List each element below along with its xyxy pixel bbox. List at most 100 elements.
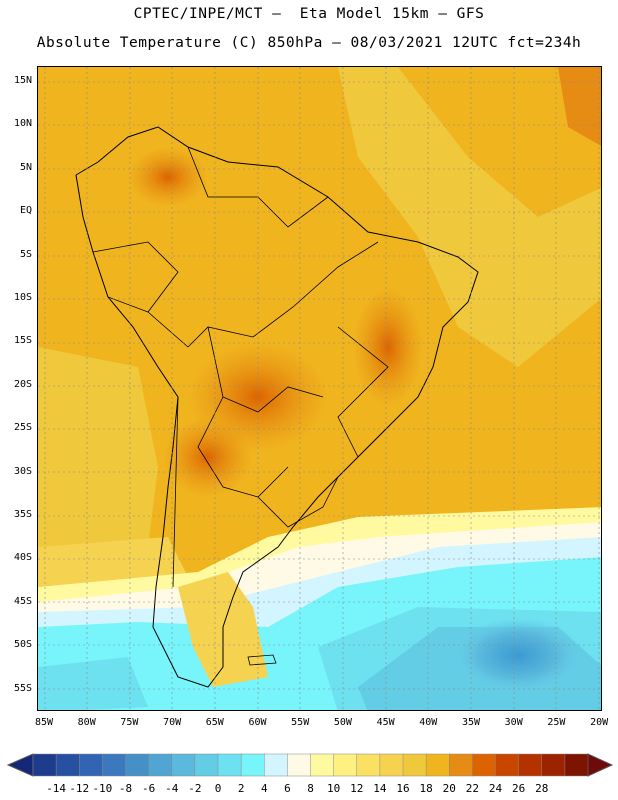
lon-label: 75W (120, 717, 139, 728)
legend-swatch (171, 753, 196, 777)
hot-core-4 (128, 147, 208, 207)
legend-swatch (472, 753, 497, 777)
lon-label: 20W (590, 717, 609, 728)
lat-label: 50S (13, 639, 32, 651)
south-america-outline (75, 126, 479, 688)
legend-swatch (194, 753, 219, 777)
legend-swatch (217, 753, 242, 777)
legend-tick-label: 22 (465, 782, 479, 795)
legend-tick-label: 6 (284, 782, 291, 795)
legend-tick-label: 16 (396, 782, 410, 795)
border-andes (172, 396, 179, 588)
lat-label: 30S (13, 465, 32, 477)
lat-label: 10S (13, 292, 32, 303)
legend-swatch (449, 753, 474, 777)
border-5 (257, 476, 339, 528)
lon-label: 25W (547, 717, 566, 728)
legend-swatch (425, 753, 450, 777)
title-line-2: Absolute Temperature (C) 850hPa – 08/03/… (36, 35, 582, 51)
legend-swatch (379, 753, 404, 777)
ne-hot-spot (558, 67, 601, 146)
legend-max-arrow (587, 753, 614, 777)
legend-tick-label: -12 (69, 782, 90, 795)
color-legend (6, 753, 614, 777)
legend-tick-label: -6 (142, 782, 156, 795)
map-gridlines (38, 67, 601, 710)
legend-swatch (55, 753, 80, 777)
legend-swatch (102, 753, 127, 777)
lon-label: 65W (205, 717, 224, 728)
legend-tick-label: 0 (214, 782, 222, 795)
legend-tick-label: -4 (165, 782, 179, 795)
legend-tick-label: 20 (442, 782, 456, 795)
legend-swatch (564, 753, 589, 777)
lat-label: 40S (13, 552, 32, 564)
hot-core-3 (353, 287, 423, 407)
legend-swatch (333, 753, 358, 777)
sw-cyan (38, 657, 148, 710)
legend-tick-label: 28 (535, 782, 549, 795)
legend-swatch (287, 753, 312, 777)
lat-label: 5S (19, 248, 32, 260)
caribbean-warm (398, 67, 601, 217)
lon-label: 60W (248, 717, 267, 728)
lat-label: 15N (13, 75, 32, 86)
temperature-map (37, 66, 602, 711)
lat-label: 55S (13, 682, 32, 694)
legend-swatch (495, 753, 520, 777)
legend-tick-label: -8 (118, 782, 133, 795)
legend-swatch (79, 753, 104, 777)
lon-label: 35W (461, 717, 481, 728)
lat-label: EQ (19, 205, 32, 217)
legend-swatch (125, 753, 150, 777)
legend-swatch (148, 753, 173, 777)
legend-tick-label: 24 (488, 782, 503, 795)
falklands-outline (247, 654, 277, 666)
lon-label: 45W (376, 717, 395, 728)
legend-tick-label: -14 (46, 782, 67, 795)
legend-tick-label: 2 (237, 782, 245, 795)
pacific-band (38, 347, 158, 547)
legend-tick-label: 8 (307, 782, 314, 795)
lat-label: 15S (13, 335, 32, 347)
border-1 (92, 241, 179, 313)
lat-label: 25S (13, 422, 32, 434)
legend-swatch (32, 753, 57, 777)
legend-tick-label: -2 (188, 782, 202, 795)
lat-label: 10N (13, 118, 32, 130)
lon-label: 30W (504, 717, 523, 728)
pacific-pale (38, 537, 188, 587)
legend-swatch (356, 753, 381, 777)
border-6 (337, 326, 389, 458)
legend-tick-label: 18 (419, 782, 433, 795)
legend-tick-label: 10 (327, 782, 341, 795)
legend-tick-label: 26 (512, 782, 526, 795)
legend-swatch (310, 753, 335, 777)
lat-label: 5N (19, 161, 32, 173)
lon-label: 55W (291, 717, 310, 728)
hot-core-2 (163, 417, 253, 497)
lon-label: 40W (419, 717, 438, 728)
border-2 (147, 241, 379, 348)
legend-tick-label: 4 (260, 782, 268, 795)
legend-swatch (240, 753, 265, 777)
low-pressure-swirl (453, 617, 583, 693)
legend-tick-label: 14 (373, 782, 387, 795)
lat-label: 35S (13, 509, 32, 520)
legend-tick-label: -10 (92, 782, 113, 795)
map-canvas (38, 67, 601, 710)
legend-tick-label: 12 (350, 782, 364, 795)
lon-label: 80W (77, 717, 96, 728)
lon-label: 70W (163, 717, 182, 728)
lon-label: 50W (333, 717, 352, 728)
legend-swatch (264, 753, 289, 777)
lat-label: 20S (13, 378, 32, 390)
title-line-1: CPTEC/INPE/MCT – Eta Model 15km – GFS (133, 6, 485, 22)
lat-label: 45S (13, 595, 32, 607)
legend-swatch (541, 753, 566, 777)
legend-swatch (402, 753, 427, 777)
legend-min-arrow (6, 753, 34, 777)
border-4 (197, 396, 289, 498)
legend-swatch (518, 753, 543, 777)
lon-label: 85W (34, 717, 54, 728)
